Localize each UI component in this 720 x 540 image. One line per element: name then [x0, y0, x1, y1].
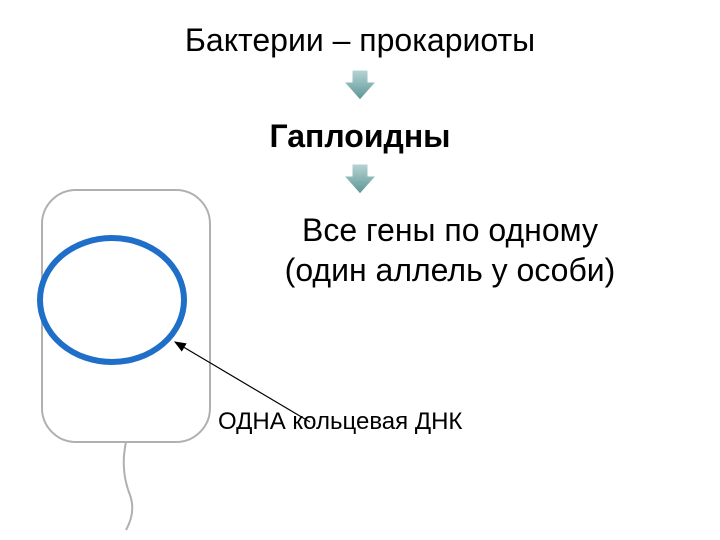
cell-flagellum: [124, 442, 133, 530]
dna-label: ОДНА кольцевая ДНК: [218, 408, 462, 436]
